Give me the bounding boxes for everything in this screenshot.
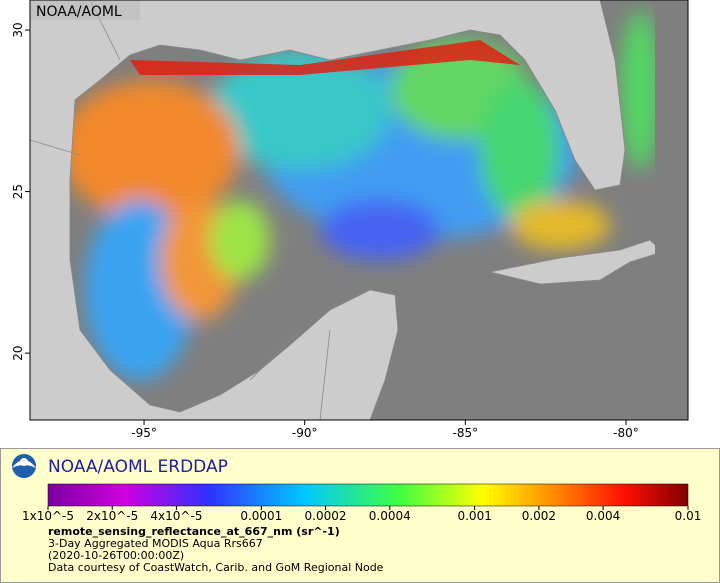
colorbar-tick-label: 0.0002 xyxy=(305,509,347,523)
land xyxy=(30,0,626,420)
borders xyxy=(30,0,331,420)
coastal-band xyxy=(130,40,520,75)
colorbar-tick-label: 0.002 xyxy=(522,509,556,523)
time: (2020-10-26T00:00:00Z) xyxy=(48,549,184,562)
colorbar-tick-label: 0.01 xyxy=(675,509,702,523)
y-tick-label: 25 xyxy=(11,184,25,199)
colorbar-tick-label: 1x10^-5 xyxy=(22,509,74,523)
map-label: NOAA/AOML xyxy=(36,4,122,20)
map-frame xyxy=(29,0,689,421)
colorbar-tick-label: 0.001 xyxy=(457,509,491,523)
credit: Data courtesy of CoastWatch, Carib. and … xyxy=(48,561,384,574)
colorbar-tick-label: 4x10^-5 xyxy=(150,509,202,523)
map: NOAA/AOML xyxy=(30,0,688,420)
colorbar xyxy=(47,483,689,507)
label-box xyxy=(30,0,140,20)
reflectance-field xyxy=(60,10,660,380)
x-tick-label: -80° xyxy=(613,426,639,440)
colorbar-tick-label: 2x10^-5 xyxy=(86,509,138,523)
y-tick-label: 20 xyxy=(11,345,25,360)
variable: remote_sensing_reflectance_at_667_nm (sr… xyxy=(48,525,340,538)
colorbar-tick-label: 0.0004 xyxy=(369,509,411,523)
y-tick-label: 30 xyxy=(11,22,25,37)
no-data-east xyxy=(655,0,688,420)
x-tick-label: -85° xyxy=(453,426,479,440)
legend-panel xyxy=(0,448,720,583)
x-tick-label: -95° xyxy=(131,426,157,440)
x-tick-label: -90° xyxy=(292,426,318,440)
colorbar-tick-label: 0.004 xyxy=(586,509,620,523)
colorbar-tick-label: 0.0001 xyxy=(240,509,282,523)
legend-title: NOAA/AOML ERDDAP xyxy=(48,457,228,477)
dataset: 3-Day Aggregated MODIS Aqua Rrs667 xyxy=(48,537,263,550)
logo xyxy=(12,454,36,478)
